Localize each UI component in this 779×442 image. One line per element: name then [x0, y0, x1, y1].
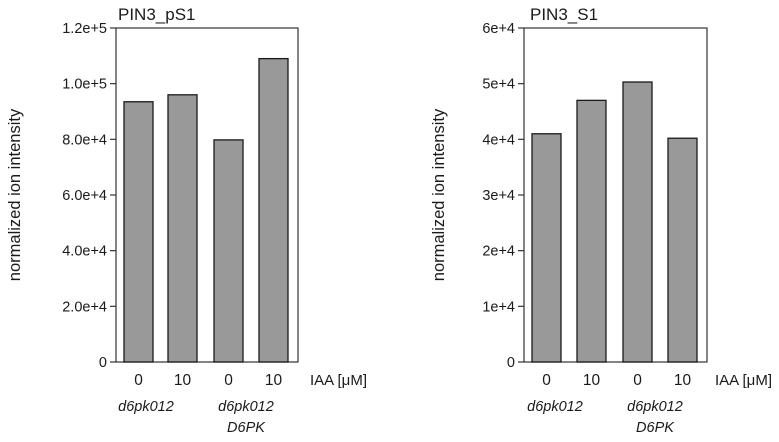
y-tick-label: 1e+4	[482, 299, 515, 315]
y-tick-label: 1.0e+5	[62, 77, 107, 93]
y-tick-label: 0	[99, 355, 107, 371]
y-tick-label: 2e+4	[482, 244, 515, 260]
bar	[667, 137, 698, 363]
genotype-label: d6pk012	[527, 399, 583, 415]
x-tick-label: 10	[674, 372, 692, 389]
genotype-label: D6PK	[636, 420, 675, 436]
x-tick-label: 0	[224, 372, 233, 389]
y-tick-label: 6e+4	[482, 21, 515, 37]
genotype-label: d6pk012	[627, 399, 683, 415]
chart-title: PIN3_S1	[530, 5, 598, 24]
bar	[123, 101, 154, 363]
bar	[167, 94, 198, 363]
x-axis-label: IAA [μM]	[715, 372, 772, 389]
chart-title: PIN3_pS1	[118, 5, 196, 24]
y-tick-label: 8.0e+4	[62, 132, 107, 148]
chart-panel-1: 0 2.0e+4 4.0e+4 6.0e+4 8.0e+4 1.0e+5 1.2e+5 0 10…	[6, 5, 367, 436]
y-tick-label: 5e+4	[482, 77, 515, 93]
x-tick-label: 0	[542, 372, 551, 389]
bar	[531, 133, 562, 363]
x-tick-label: 0	[134, 372, 143, 389]
genotype-label: d6pk012	[118, 399, 174, 415]
y-axis-label: normalized ion intensity	[6, 108, 24, 281]
y-tick-label: 4.0e+4	[62, 244, 107, 260]
y-tick-label: 4e+4	[482, 132, 515, 148]
x-tick-label: 10	[174, 372, 192, 389]
y-tick-label: 2.0e+4	[62, 299, 107, 315]
bar	[258, 57, 289, 363]
x-tick-label: 10	[583, 372, 601, 389]
bar	[576, 99, 607, 363]
bar	[622, 81, 653, 363]
x-axis-label: IAA [μM]	[310, 372, 367, 389]
y-tick-label: 1.2e+5	[62, 21, 107, 37]
x-tick-label: 10	[265, 372, 283, 389]
y-tick-label: 0	[507, 355, 515, 371]
genotype-label: d6pk012	[218, 399, 274, 415]
y-tick-label: 6.0e+4	[62, 188, 107, 204]
y-axis-label: normalized ion intensity	[430, 108, 448, 281]
y-tick-label: 3e+4	[482, 188, 515, 204]
bar	[213, 139, 244, 363]
x-tick-label: 0	[633, 372, 642, 389]
genotype-label: D6PK	[227, 420, 266, 436]
